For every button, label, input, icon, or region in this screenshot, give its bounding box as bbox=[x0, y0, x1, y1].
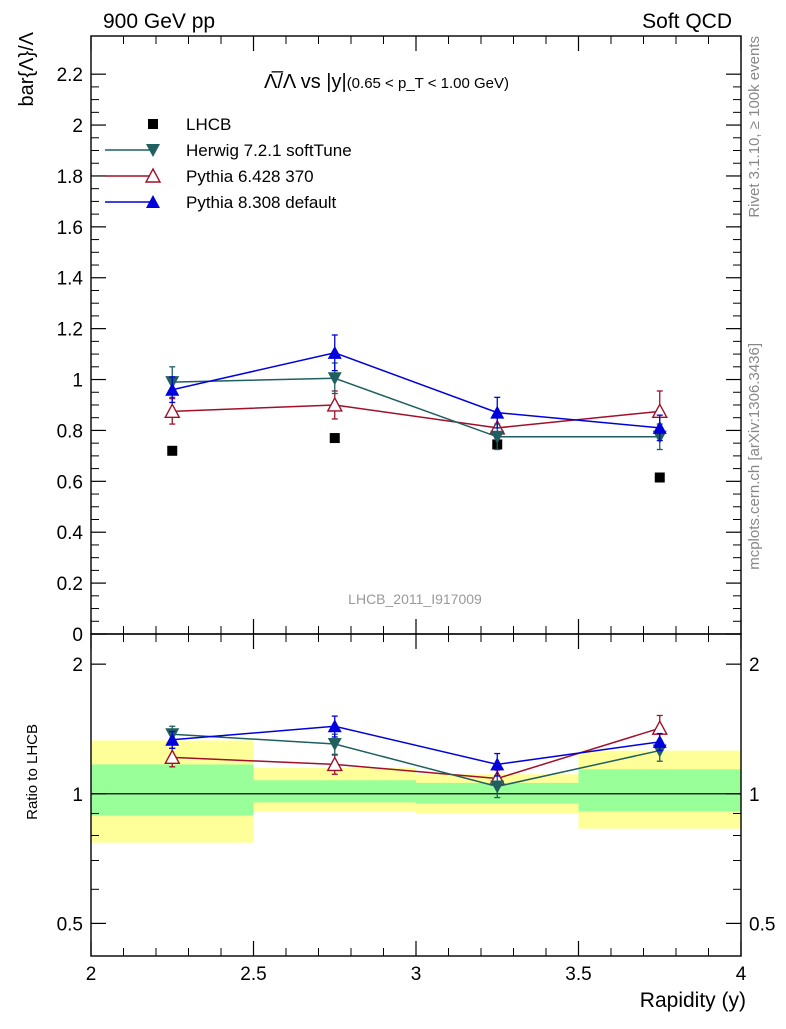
main-point-pythia8 bbox=[165, 382, 180, 396]
ratio-band-green bbox=[578, 769, 741, 812]
main-point-lhcb bbox=[167, 445, 178, 456]
legend-marker-lhcb bbox=[148, 119, 158, 129]
main-series-lhcb bbox=[167, 433, 665, 483]
main-ytick-label: 2.2 bbox=[57, 65, 83, 86]
ratio-plot: 0.5 0.5 1 1 2 2 2 2.5 3 3.5 4 bbox=[57, 633, 775, 985]
ratio-point-pythia8 bbox=[652, 734, 667, 748]
ratio-band-green bbox=[253, 780, 416, 803]
ratio-ytick-label: 1 bbox=[72, 785, 83, 806]
ratio-xtick-label: 2.5 bbox=[240, 964, 266, 985]
main-point-herwig bbox=[490, 430, 505, 444]
ratio-ylabel: Ratio to LHCB bbox=[24, 724, 41, 820]
main-point-lhcb bbox=[329, 433, 340, 444]
legend-label-herwig: Herwig 7.2.1 softTune bbox=[186, 141, 352, 160]
ratio-ytick-label: 2 bbox=[72, 655, 83, 676]
main-ytick-label: 1.6 bbox=[57, 218, 83, 239]
ratio-ytick-label-right: 0.5 bbox=[749, 914, 775, 935]
main-ytick-label: 1 bbox=[72, 371, 83, 392]
ratio-point-pythia8 bbox=[327, 719, 342, 733]
main-point-pythia6 bbox=[164, 402, 181, 419]
header-left: 900 GeV pp bbox=[103, 10, 215, 33]
ratio-ytick-label-right: 2 bbox=[749, 655, 760, 676]
mcplots-label: mcplots.cern.ch [arXiv:1306.3436] bbox=[746, 343, 763, 570]
ratio-point-pythia6 bbox=[651, 719, 668, 735]
ratio-ytick-label-right: 1 bbox=[749, 785, 760, 806]
legend-label-lhcb: LHCB bbox=[186, 115, 231, 134]
main-series-pythia8 bbox=[165, 334, 667, 442]
main-ytick-label: 0.8 bbox=[57, 421, 83, 442]
chart-title: Λ̅/Λ vs |y|(0.65 < p_T < 1.00 GeV) bbox=[264, 70, 509, 93]
main-series-line bbox=[172, 352, 660, 429]
main-point-pythia8 bbox=[652, 420, 667, 434]
chart-title-sub: (0.65 < p_T < 1.00 GeV) bbox=[347, 75, 509, 92]
main-ylabel: bar{Λ}/Λ bbox=[16, 31, 38, 106]
legend-marker-herwig bbox=[146, 144, 160, 157]
rivet-label: Rivet 3.1.10, ≥ 100k events bbox=[746, 36, 763, 218]
main-ytick-label: 1.4 bbox=[57, 269, 84, 290]
legend: LHCB Herwig 7.2.1 softTune Pythia 6.428 37… bbox=[105, 115, 352, 212]
main-ytick-label: 1.2 bbox=[57, 320, 83, 341]
ratio-xtick-label: 4 bbox=[736, 964, 747, 985]
main-point-pythia8 bbox=[490, 405, 505, 419]
ratio-point-herwig bbox=[490, 780, 505, 794]
ratio-xtick-label: 3 bbox=[411, 964, 422, 985]
ratio-xtick-label: 2 bbox=[86, 964, 97, 985]
main-point-lhcb bbox=[654, 472, 665, 483]
legend-marker-pythia8 bbox=[146, 195, 160, 208]
ratio-point-pythia8 bbox=[490, 757, 505, 771]
main-ytick-label: 0 bbox=[72, 625, 83, 646]
main-ytick-label: 1.8 bbox=[57, 167, 83, 188]
xlabel: Rapidity (y) bbox=[640, 989, 746, 1012]
chart-title-main: Λ̅/Λ vs |y| bbox=[264, 70, 347, 93]
main-series-pythia6 bbox=[164, 390, 668, 439]
ratio-xtick-label: 3.5 bbox=[565, 964, 591, 985]
legend-label-pythia8: Pythia 8.308 default bbox=[186, 193, 337, 212]
header-right: Soft QCD bbox=[642, 10, 732, 33]
ratio-series-line bbox=[172, 733, 660, 788]
legend-marker-pythia6 bbox=[144, 167, 162, 183]
main-ytick-label: 0.2 bbox=[57, 574, 83, 595]
ratio-series-line bbox=[172, 725, 660, 766]
main-point-pythia8 bbox=[327, 345, 342, 359]
main-ytick-label: 2 bbox=[72, 116, 83, 137]
main-point-pythia6 bbox=[326, 396, 343, 412]
main-series-line bbox=[172, 377, 660, 438]
ratio-series-pythia8 bbox=[165, 715, 667, 777]
legend-label-pythia6: Pythia 6.428 370 bbox=[186, 167, 314, 186]
ratio-band-green bbox=[91, 764, 254, 816]
ratio-point-herwig bbox=[327, 737, 342, 751]
ratio-point-pythia6 bbox=[164, 748, 181, 765]
analysis-id: LHCB_2011_I917009 bbox=[348, 591, 482, 607]
main-point-herwig bbox=[327, 372, 342, 386]
main-plot: 0 0.2 0.4 0.6 0.8 1 1.2 1.4 1.6 1.8 2 2.2 bbox=[57, 35, 742, 646]
main-ytick-label: 0.4 bbox=[57, 523, 84, 544]
ratio-point-pythia8 bbox=[165, 732, 180, 746]
ratio-point-pythia6 bbox=[326, 755, 343, 772]
main-series-line bbox=[172, 404, 660, 429]
main-series-herwig bbox=[165, 362, 667, 451]
main-ytick-label: 0.6 bbox=[57, 472, 83, 493]
ratio-ytick-label: 0.5 bbox=[57, 914, 83, 935]
